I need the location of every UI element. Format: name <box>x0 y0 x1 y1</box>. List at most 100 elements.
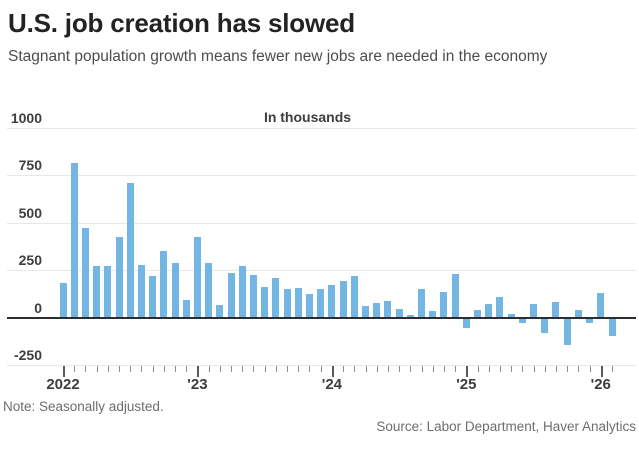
x-axis-tick <box>152 366 154 372</box>
x-axis-tick <box>399 366 401 372</box>
x-axis-tick <box>387 366 389 372</box>
x-axis-tick <box>343 366 345 372</box>
bar <box>485 304 493 318</box>
x-axis-tick <box>578 366 580 372</box>
year-label: '23 <box>187 376 208 393</box>
bar <box>541 318 549 333</box>
gridline <box>7 127 636 129</box>
y-axis-label: 1000 <box>10 109 42 126</box>
x-axis-tick <box>432 366 434 372</box>
year-label: '26 <box>590 376 611 393</box>
y-axis-label: 0 <box>34 299 42 316</box>
bar <box>362 306 369 318</box>
bar <box>283 289 291 318</box>
bar <box>249 274 257 318</box>
x-axis-tick <box>74 366 76 372</box>
x-axis-tick <box>544 366 546 372</box>
x-axis-tick <box>298 366 300 372</box>
x-axis-tick <box>466 366 469 377</box>
x-axis-tick <box>175 366 177 372</box>
x-axis-tick <box>163 366 165 372</box>
x-axis-tick <box>612 366 613 372</box>
x-axis-tick <box>499 366 501 372</box>
year-label: '25 <box>456 376 477 393</box>
bar <box>395 308 403 318</box>
x-axis-tick <box>365 366 367 372</box>
year-label: '24 <box>321 376 343 393</box>
bar <box>182 300 190 318</box>
bar <box>59 283 67 318</box>
x-axis-tick <box>96 366 98 372</box>
x-axis-tick <box>354 366 356 372</box>
x-axis-tick <box>410 366 412 372</box>
x-axis-tick <box>208 366 210 372</box>
x-axis-tick <box>119 366 121 372</box>
y-axis-label: -250 <box>13 346 42 363</box>
x-axis-tick <box>600 366 603 377</box>
bar <box>216 305 224 318</box>
chart-source: Source: Labor Department, Haver Analytic… <box>376 419 636 434</box>
bar <box>574 309 582 318</box>
x-axis-tick <box>107 366 109 372</box>
bar <box>317 289 325 318</box>
bar <box>451 273 459 318</box>
bar <box>93 266 101 318</box>
bar <box>261 287 269 318</box>
bar <box>227 272 235 318</box>
bar <box>160 251 168 318</box>
x-axis-tick <box>231 366 233 372</box>
x-axis-tick <box>421 366 423 372</box>
bar <box>339 280 347 318</box>
bar <box>328 285 336 318</box>
bar <box>418 289 426 318</box>
page-title: U.S. job creation has slowed <box>8 8 355 38</box>
year-label: 2022 <box>46 376 80 393</box>
x-axis-tick <box>477 366 479 372</box>
x-axis-tick <box>567 366 569 372</box>
x-axis-tick <box>287 366 289 372</box>
bar <box>238 266 246 318</box>
x-axis-tick <box>219 366 221 372</box>
bar <box>518 318 526 324</box>
bar <box>586 318 594 324</box>
x-axis-tick <box>186 366 188 372</box>
bar <box>350 275 358 318</box>
x-axis-tick <box>242 366 244 372</box>
x-axis-tick <box>455 366 457 372</box>
x-axis-tick <box>320 366 322 372</box>
x-axis-tick <box>511 366 513 372</box>
x-axis-tick <box>488 366 490 372</box>
bar <box>462 318 470 328</box>
bar <box>552 302 560 318</box>
x-axis-tick <box>376 366 378 372</box>
bar <box>137 265 145 318</box>
x-axis-tick <box>130 366 132 372</box>
x-axis-tick <box>197 366 200 377</box>
bar <box>384 301 392 318</box>
x-axis-tick <box>443 366 445 372</box>
zero-axis-line <box>7 316 636 319</box>
bar <box>597 293 605 318</box>
bar <box>440 291 448 318</box>
x-axis-tick <box>522 366 524 372</box>
gridline <box>7 270 636 272</box>
x-axis-tick <box>275 366 277 372</box>
gridline <box>7 175 636 177</box>
y-axis-label: 750 <box>18 157 42 174</box>
x-axis-tick <box>589 366 591 372</box>
bar <box>530 304 538 318</box>
bar <box>81 228 89 318</box>
gridline <box>7 222 636 224</box>
bar <box>373 303 381 318</box>
bar <box>496 296 504 318</box>
bar <box>507 314 515 318</box>
bar <box>205 263 213 318</box>
y-axis-label: 250 <box>18 252 42 269</box>
bar <box>272 277 280 318</box>
bar <box>429 310 437 318</box>
bar <box>563 318 571 346</box>
x-axis-tick <box>85 366 87 372</box>
bar <box>104 266 112 318</box>
x-axis-tick <box>533 366 535 372</box>
